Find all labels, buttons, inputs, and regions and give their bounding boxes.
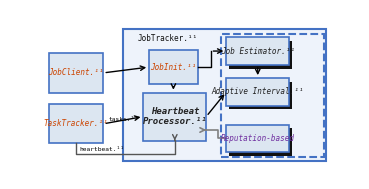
Text: Heartbeat
Processor.¹¹: Heartbeat Processor.¹¹ [142, 107, 207, 126]
FancyBboxPatch shape [229, 128, 292, 156]
Text: JobInit.¹¹: JobInit.¹¹ [150, 63, 197, 72]
Text: heartbeat.¹¹: heartbeat.¹¹ [79, 147, 124, 152]
FancyBboxPatch shape [49, 104, 103, 143]
Text: JobTracker.¹¹: JobTracker.¹¹ [138, 34, 198, 43]
FancyBboxPatch shape [143, 93, 206, 141]
FancyBboxPatch shape [226, 125, 289, 152]
Text: Job Estimator.¹¹: Job Estimator.¹¹ [221, 46, 295, 56]
FancyBboxPatch shape [49, 53, 103, 93]
Text: tasks.¹¹: tasks.¹¹ [108, 117, 138, 122]
FancyBboxPatch shape [149, 50, 198, 84]
Text: JobClient.¹¹: JobClient.¹¹ [48, 68, 104, 77]
FancyBboxPatch shape [229, 41, 292, 69]
FancyBboxPatch shape [229, 82, 292, 109]
FancyBboxPatch shape [123, 29, 327, 161]
Text: TaskTracker.¹¹: TaskTracker.¹¹ [44, 119, 108, 128]
FancyBboxPatch shape [226, 37, 289, 65]
Text: Reputation-based: Reputation-based [221, 134, 295, 143]
FancyBboxPatch shape [226, 78, 289, 106]
Text: Adaptive Interval.¹¹: Adaptive Interval.¹¹ [211, 87, 304, 96]
FancyBboxPatch shape [221, 34, 324, 156]
